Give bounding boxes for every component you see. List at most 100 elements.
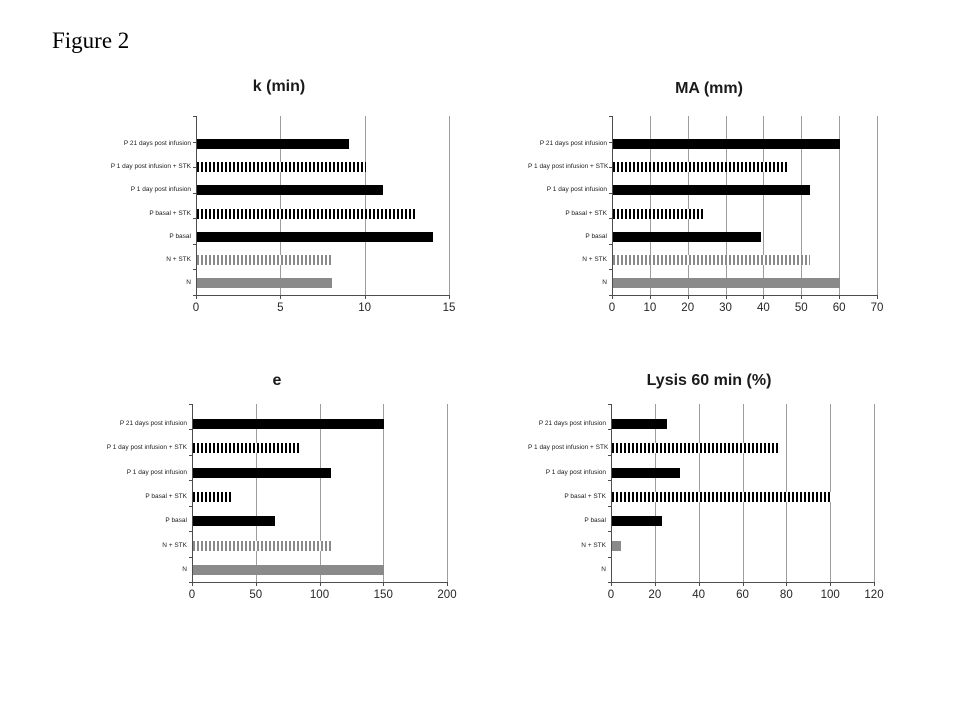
y-axis-tick — [609, 167, 612, 168]
y-axis-line — [612, 116, 613, 295]
x-tick-label: 70 — [870, 302, 884, 314]
category-label: P basal — [585, 233, 607, 240]
x-tick-label: 150 — [373, 589, 393, 601]
x-axis-tick — [801, 295, 802, 299]
x-tick-label: 40 — [757, 302, 770, 314]
bar-chart-ma-mm: MA (mm) P 21 days post infusion P 1 day po… — [528, 76, 890, 324]
gridline — [688, 116, 689, 295]
gridline — [839, 116, 840, 295]
gridline — [874, 404, 875, 582]
y-axis-tick — [608, 429, 611, 430]
x-tick-label: 120 — [864, 589, 884, 601]
x-axis-tick — [196, 295, 197, 299]
x-tick-label: 20 — [648, 589, 662, 601]
x-axis-tick — [280, 295, 281, 299]
chart-title: k (min) — [252, 78, 306, 95]
bar-p-basal-stk — [197, 209, 416, 219]
y-axis-tick — [189, 531, 192, 532]
y-axis-tick — [189, 404, 192, 405]
x-tick-label: 40 — [692, 589, 706, 601]
bar-n — [613, 278, 840, 288]
x-tick-label: 80 — [779, 589, 793, 601]
gridline — [280, 116, 281, 295]
bar-p-1-day-post-infusion-stk — [612, 443, 779, 453]
y-axis-tick — [193, 193, 196, 194]
x-tick-label: 10 — [358, 302, 372, 314]
category-label: P 21 days post infusion — [538, 420, 606, 427]
gridline — [256, 404, 257, 582]
x-axis-tick — [839, 295, 840, 299]
category-label: P 21 days post infusion — [119, 420, 187, 427]
y-axis-tick — [189, 455, 192, 456]
y-axis-tick — [609, 116, 612, 117]
y-axis-tick — [608, 557, 611, 558]
x-axis-tick — [447, 582, 448, 586]
x-axis-tick — [650, 295, 651, 299]
x-tick-label: 200 — [437, 589, 457, 601]
y-axis-tick — [609, 193, 612, 194]
category-label: P basal + STK — [565, 210, 607, 217]
bar-p-basal — [197, 232, 433, 242]
category-label: P 1 day post infusion — [126, 469, 187, 476]
bar-p-basal-stk — [613, 209, 704, 219]
category-label: P basal + STK — [145, 493, 187, 500]
category-label: P 21 days post infusion — [123, 140, 191, 147]
category-label: P basal + STK — [149, 210, 191, 217]
y-axis-tick — [608, 404, 611, 405]
gridline — [801, 116, 802, 295]
y-axis-tick — [608, 506, 611, 507]
gridline — [726, 116, 727, 295]
x-axis-tick — [830, 582, 831, 586]
y-axis-tick — [608, 582, 611, 583]
x-axis-tick — [655, 582, 656, 586]
x-tick-label: 0 — [188, 589, 196, 601]
plot-area — [193, 116, 450, 299]
bar-p-1-day-post-infusion — [197, 185, 383, 195]
y-axis-tick — [609, 142, 612, 143]
x-axis-tick — [726, 295, 727, 299]
bar-p-21-days-post-infusion — [197, 139, 349, 149]
category-label: P 1 day post infusion — [546, 186, 607, 193]
y-axis-tick — [193, 167, 196, 168]
category-label: P 1 day post infusion + STK — [110, 163, 191, 170]
y-axis-tick — [608, 455, 611, 456]
x-tick-label: 20 — [681, 302, 695, 314]
y-axis-tick — [609, 269, 612, 270]
y-axis-line — [192, 404, 193, 582]
category-label: N + STK — [582, 256, 607, 263]
category-label: P 1 day post infusion + STK — [106, 444, 187, 451]
x-tick-label: 15 — [442, 302, 456, 314]
category-label: P 21 days post infusion — [539, 140, 607, 147]
bar-p-1-day-post-infusion — [612, 468, 680, 478]
category-label: N — [602, 279, 607, 286]
category-label: P 1 day post infusion — [545, 469, 606, 476]
x-axis-tick — [874, 582, 875, 586]
bar-p-1-day-post-infusion-stk — [193, 443, 299, 453]
category-label: P 1 day post infusion — [130, 186, 191, 193]
y-axis-tick — [193, 295, 196, 296]
bar-p-1-day-post-infusion — [613, 185, 810, 195]
bar-chart-k-min: k (min) P 21 days post infusion P 1 day po… — [98, 76, 460, 324]
x-axis-line — [191, 582, 448, 583]
x-axis-tick — [763, 295, 764, 299]
bar-p-21-days-post-infusion — [613, 139, 840, 149]
gridline — [449, 116, 450, 295]
bar-n — [193, 565, 384, 575]
x-axis-tick — [877, 295, 878, 299]
y-axis-tick — [189, 480, 192, 481]
bar-p-basal — [613, 232, 761, 242]
x-tick-label: 0 — [192, 302, 200, 314]
y-axis-tick — [609, 244, 612, 245]
bar-p-1-day-post-infusion-stk — [613, 162, 787, 172]
x-axis-tick — [743, 582, 744, 586]
y-axis-tick — [609, 218, 612, 219]
x-axis-tick — [365, 295, 366, 299]
gridline — [365, 116, 366, 295]
x-tick-label: 5 — [277, 302, 284, 314]
category-label: P 1 day post infusion + STK — [528, 163, 609, 170]
x-tick-label: 60 — [832, 302, 846, 314]
bar-p-basal — [193, 516, 275, 526]
bar-p-basal-stk — [193, 492, 231, 502]
x-tick-label: 50 — [249, 589, 263, 601]
y-axis-tick — [193, 218, 196, 219]
